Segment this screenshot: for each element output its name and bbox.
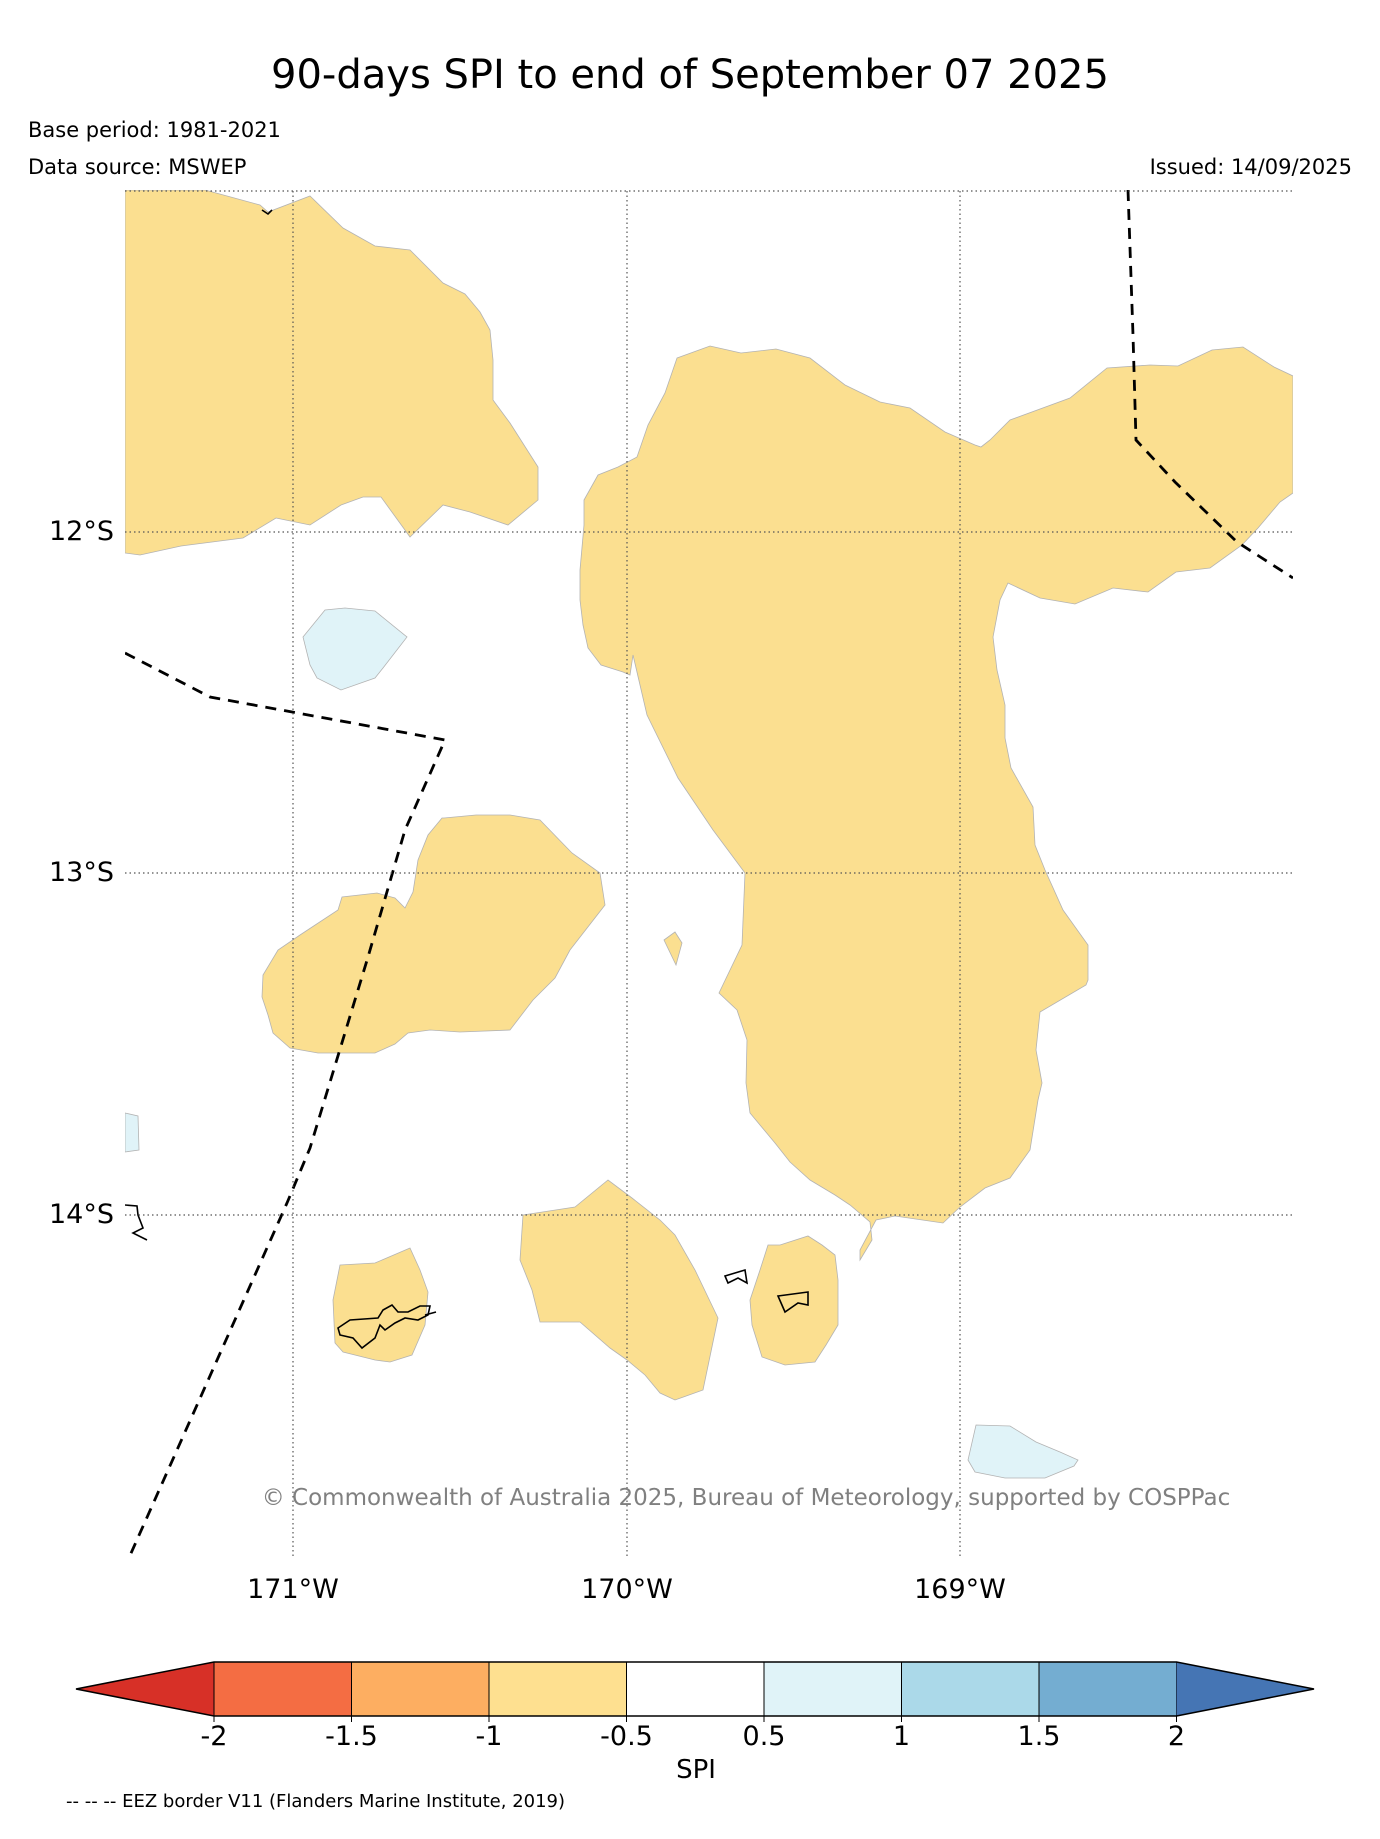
data-source-label: Data source: MSWEP (28, 155, 247, 179)
colorbar-extend-low (76, 1662, 214, 1716)
colorbar-tick-label: -1 (476, 1721, 503, 1752)
lon-label-170w: 170°W (581, 1574, 673, 1605)
coastline-islet-south (723, 1268, 749, 1285)
colorbar-tick-label: 2 (1168, 1721, 1185, 1752)
colorbar: -2 -1.5 -1 -0.5 0.5 1 1.5 2 (75, 1661, 1315, 1752)
colorbar-segment (626, 1661, 765, 1717)
spi-region-wet-southeast (967, 1424, 1079, 1479)
coastline-savaii-edge (125, 1204, 148, 1241)
lon-label-169w: 169°W (914, 1574, 1006, 1605)
colorbar-tick-label: 1.5 (1018, 1721, 1061, 1752)
colorbar-segment (488, 1661, 627, 1717)
colorbar-segment (351, 1661, 490, 1717)
colorbar-tick-label: -0.5 (600, 1721, 653, 1752)
coastline-group (125, 209, 809, 1350)
spi-region-dry-northwest (125, 190, 539, 556)
issued-date-label: Issued: 14/09/2025 (1149, 155, 1352, 179)
colorbar-tick-label: 0.5 (743, 1721, 786, 1752)
coastline-upolu-tail (424, 1311, 437, 1316)
copyright-notice: © Commonwealth of Australia 2025, Bureau… (262, 1485, 1231, 1511)
colorbar-tick-label: -2 (201, 1721, 228, 1752)
map-title: 90-days SPI to end of September 07 2025 (271, 52, 1109, 98)
eez-border-east (1126, 190, 1293, 580)
graticule-group (125, 190, 1293, 1556)
spi-region-dry-central (579, 345, 1293, 1262)
map-area (125, 190, 1293, 1556)
coastline-tutuila (776, 1291, 809, 1314)
eez-border-group (125, 190, 1293, 1556)
spi-region-wet-west-edge (125, 1112, 140, 1153)
spi-region-wet-north (302, 607, 408, 691)
eez-border-west (125, 651, 448, 1556)
colorbar-segment (763, 1661, 902, 1717)
spi-region-dry-south-center (519, 1179, 719, 1401)
colorbar-label: SPI (676, 1755, 716, 1785)
colorbar-segment (213, 1661, 352, 1717)
spi-region-dry-islet (663, 931, 683, 967)
colorbar-tick-label: -1.5 (325, 1721, 378, 1752)
colorbar-tick-label: 1 (893, 1721, 910, 1752)
colorbar-segment (901, 1661, 1040, 1717)
coastline-upolu (337, 1303, 431, 1350)
lon-label-171w: 171°W (247, 1574, 339, 1605)
spi-region-dry-southwest-island (332, 1247, 429, 1363)
base-period-label: Base period: 1981-2021 (28, 118, 281, 142)
lat-label-13s: 13°S (49, 857, 114, 888)
lat-label-14s: 14°S (49, 1199, 114, 1230)
spi-region-dry-west (261, 814, 606, 1054)
eez-legend: -- -- -- EEZ border V11 (Flanders Marine… (66, 1791, 565, 1812)
colorbar-extend-high (1176, 1662, 1314, 1716)
spi-region-dry-southeast-island (749, 1235, 839, 1366)
lat-label-12s: 12°S (49, 516, 114, 547)
colorbar-segment (1038, 1661, 1177, 1717)
coastline-nw-islet (261, 209, 273, 216)
